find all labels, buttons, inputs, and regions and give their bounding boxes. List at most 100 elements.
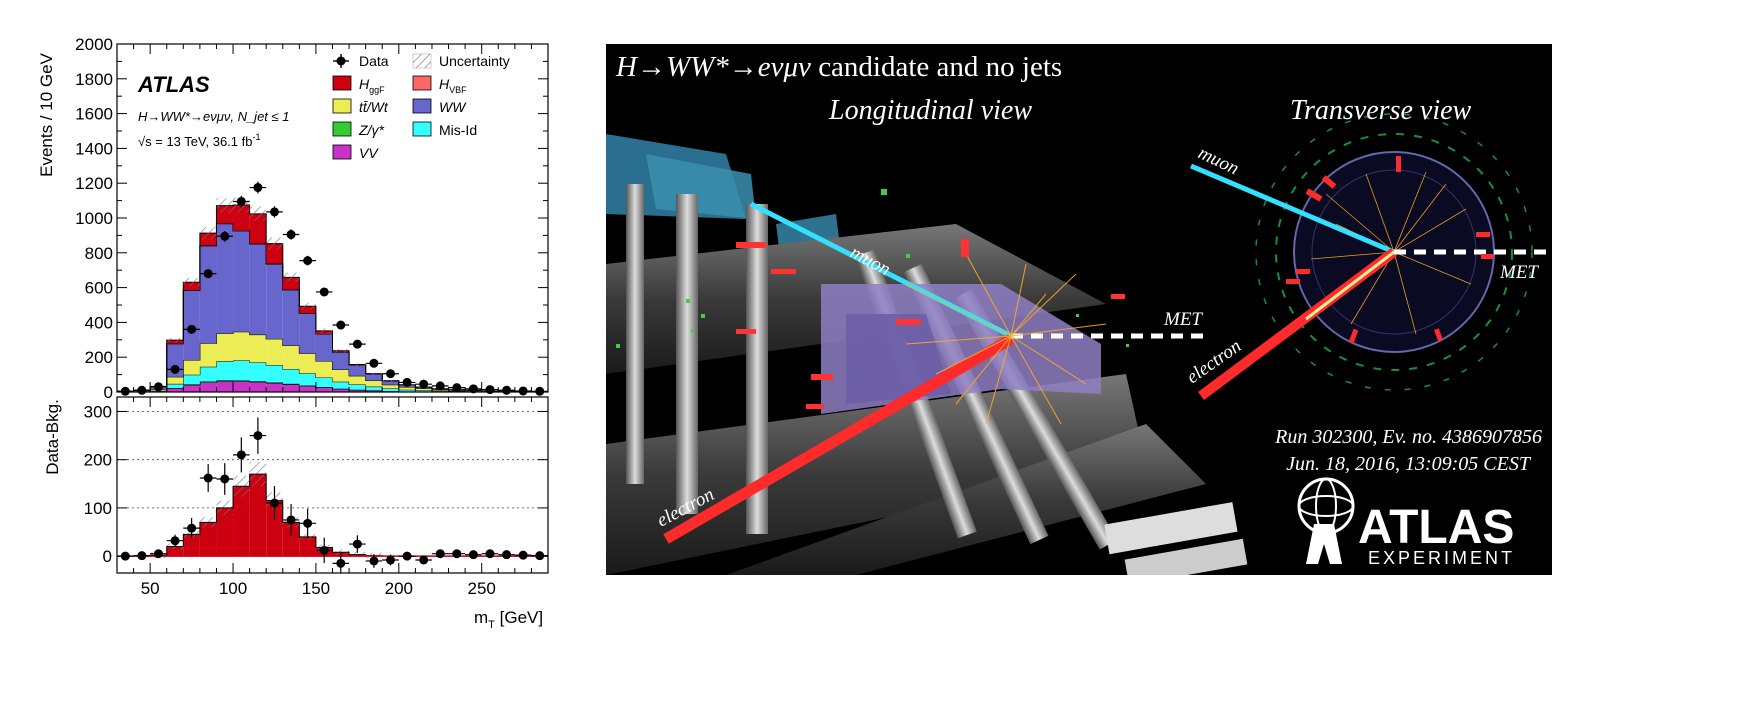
ratio-data-point	[216, 463, 234, 495]
stack-bar-mis-id	[332, 381, 350, 389]
data-point	[282, 229, 300, 240]
longitudinal-view-label: Longitudinal view	[828, 95, 1032, 126]
stack-bar-tt-wt	[365, 380, 383, 387]
stack-bar-vv	[166, 388, 184, 392]
main-y-tick-label: 1000	[75, 209, 113, 228]
ratio-data-point	[315, 537, 333, 564]
atlas-logo-graphic	[1297, 477, 1355, 564]
ratio-data-point	[514, 550, 532, 560]
event-display: H→WW*→eνμν candidate and no jets Longitu…	[606, 44, 1552, 575]
stack-bar-mis-id	[382, 388, 399, 392]
ratio-data-point	[133, 551, 151, 561]
ratio-data-point	[332, 552, 350, 573]
stack-bar-tt-wt	[332, 369, 350, 382]
main-y-tick-label: 400	[85, 313, 113, 332]
stack-bar-ww	[282, 289, 300, 346]
data-point	[531, 386, 548, 396]
stack-bar-mis-id	[233, 360, 250, 381]
ratio-signal-bar	[249, 474, 267, 557]
stack-bar-tt-wt	[183, 359, 200, 375]
stack-bar-tt-wt	[349, 375, 366, 385]
stack-bar-tt-wt	[415, 388, 432, 391]
data-point	[365, 358, 383, 368]
ratio-signal-bar	[233, 486, 250, 557]
stack-bar-ww	[233, 230, 250, 332]
ratio-y-tick-label: 300	[84, 402, 112, 421]
stack-bar-mis-id	[299, 373, 316, 386]
uncertainty-bin	[332, 349, 350, 353]
ratio-signal-bar	[216, 507, 234, 557]
met-label-longitudinal: MET	[1163, 309, 1203, 330]
stack-bar-vv	[315, 387, 333, 392]
stack-bar-ww	[382, 380, 399, 385]
stack-bar-tt-wt	[315, 361, 333, 378]
stack-bar-ww	[216, 223, 234, 334]
uncertainty-bin	[166, 338, 184, 343]
x-tick-label: 250	[468, 579, 496, 598]
uncertainty-bin	[365, 372, 383, 375]
stack-bar-ww	[349, 365, 366, 376]
stack-bar-tt-wt	[282, 345, 300, 370]
x-tick-label: 50	[141, 579, 160, 598]
stack-bar-ww	[332, 352, 350, 370]
stack-bar-mis-id	[315, 377, 333, 388]
data-point	[382, 369, 399, 379]
ratio-signal-bar	[282, 522, 300, 557]
data-point	[249, 181, 267, 194]
stack-bar-vv	[365, 390, 383, 392]
ratio-data-point	[150, 549, 167, 559]
data-point	[398, 377, 416, 387]
stack-bar-vv	[282, 384, 300, 392]
data-point	[233, 195, 250, 208]
stack-bar-ww	[266, 264, 283, 339]
x-tick-label: 100	[219, 579, 247, 598]
stack-bar-vv	[249, 381, 267, 392]
ratio-signal-bar	[199, 522, 217, 557]
uncertainty-bin	[282, 272, 300, 282]
stack-bar-ww	[299, 313, 316, 354]
uncertainty-bin	[216, 198, 234, 214]
stack-bar-tt-wt	[266, 338, 283, 366]
stack-bar-mis-id	[431, 390, 449, 392]
legend-entry-data: Data	[333, 53, 389, 69]
data-point	[514, 386, 532, 396]
x-tick-label: 200	[385, 579, 413, 598]
data-point	[166, 364, 184, 374]
stack-bar-ww	[365, 373, 383, 381]
ratio-data-point	[448, 549, 466, 559]
legend-entry-hggf: HggF	[332, 75, 385, 95]
ratio-data-point	[365, 554, 383, 568]
x-tick-label: 150	[302, 579, 330, 598]
met-label-transverse: MET	[1499, 262, 1539, 283]
ratio-y-tick-label: 100	[84, 499, 112, 518]
ratio-gridlines	[117, 411, 548, 509]
uncertainty-bin	[266, 237, 283, 250]
svg-text:Uncertainty: Uncertainty	[439, 53, 510, 69]
stack-bar-ww	[315, 334, 333, 362]
main-y-axis-label: Events / 10 GeV	[37, 52, 56, 176]
stack-bar-h-ggf	[299, 306, 316, 314]
main-y-tick-label: 1200	[75, 174, 113, 193]
data-point	[415, 379, 432, 389]
legend-entry-ttbar: tt̄/Wt	[332, 98, 389, 115]
legend-entry-zgamma: Z/γ*	[332, 121, 384, 138]
stack-bar-mis-id	[415, 390, 432, 392]
stack-bar-vv	[332, 388, 350, 392]
uncertainty-bin	[349, 363, 366, 366]
uncertainty-bin	[382, 379, 399, 382]
stack-bar-vv	[216, 381, 234, 392]
ratio-signal-bar	[299, 536, 316, 557]
data-point	[266, 206, 283, 218]
svg-text:HggF: HggF	[359, 76, 385, 95]
stack-bar-vv	[183, 385, 200, 392]
stack-bar-tt-wt	[299, 353, 316, 374]
ratio-data-point	[199, 464, 217, 492]
data-point	[349, 339, 366, 349]
transverse-detector-graphic	[1190, 113, 1552, 564]
uncertainty-bin	[249, 206, 267, 221]
svg-text:Data: Data	[359, 53, 389, 69]
main-y-tick-label: 1800	[75, 70, 113, 89]
data-point	[117, 386, 134, 396]
uncertainty-bin	[183, 277, 200, 287]
svg-text:Z/γ*: Z/γ*	[358, 122, 384, 138]
